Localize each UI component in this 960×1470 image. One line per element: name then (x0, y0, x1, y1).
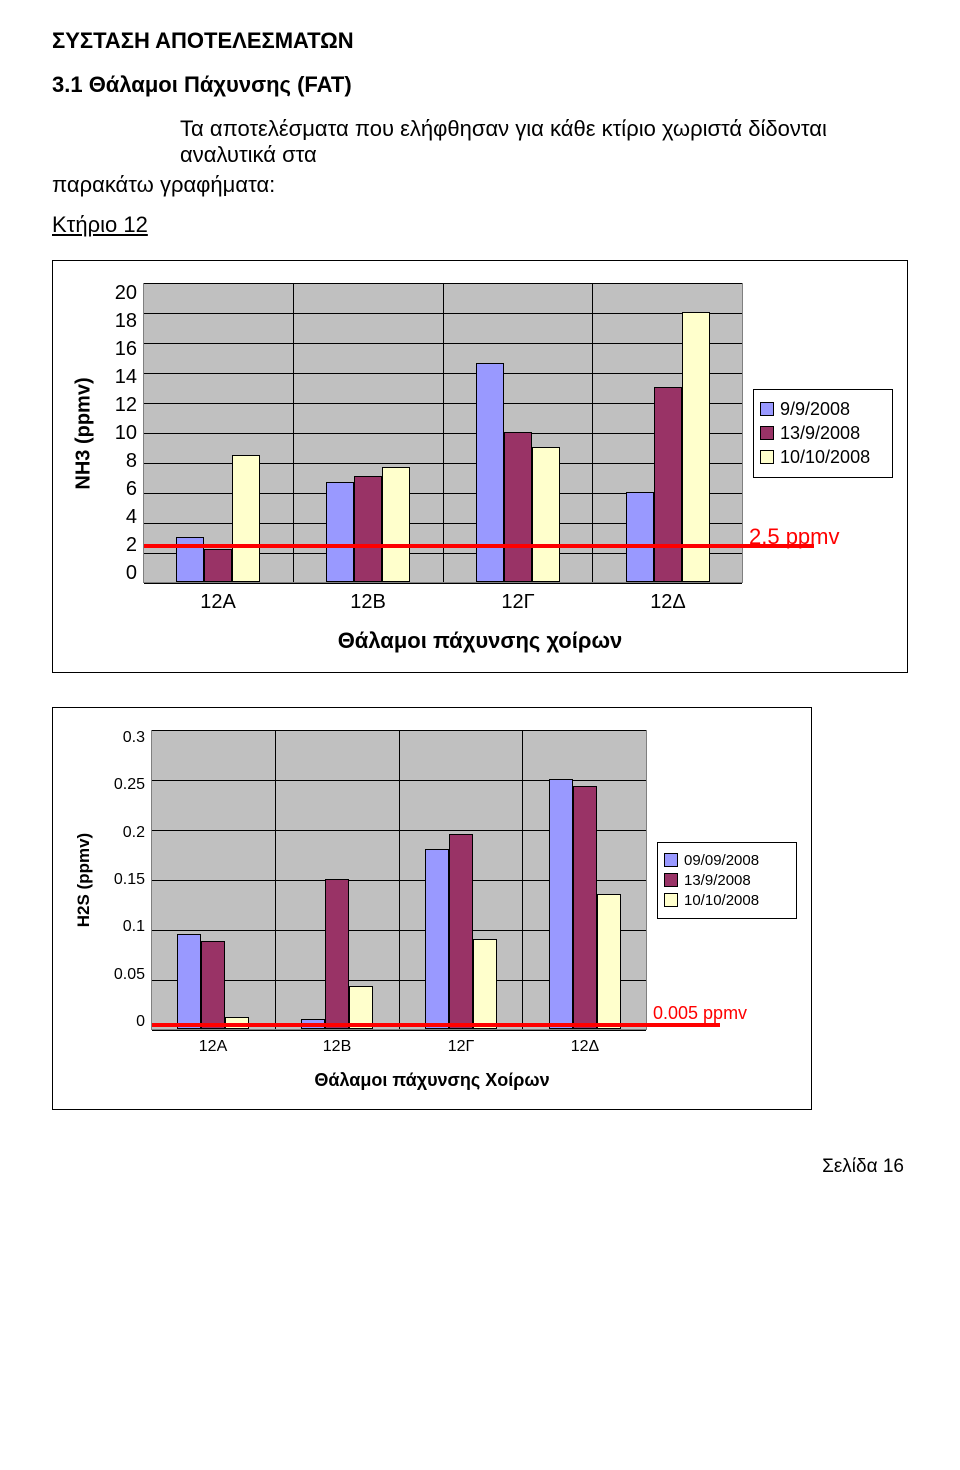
bar (573, 786, 597, 1029)
bar (204, 549, 232, 582)
legend-swatch (760, 426, 774, 440)
x-category: 12Α (151, 1038, 275, 1056)
y-tick: 2 (126, 535, 137, 555)
legend-swatch (760, 402, 774, 416)
y-tick: 4 (126, 507, 137, 527)
bar (473, 939, 497, 1029)
y-tick: 0 (136, 1014, 145, 1030)
page-footer: Σελίδα 16 (52, 1156, 908, 1178)
legend-item: 10/10/2008 (664, 892, 790, 909)
h2s-x-categories: 12Α12Β12Γ12Δ (151, 1038, 647, 1056)
x-category: 12Γ (399, 1038, 523, 1056)
y-tick: 0 (126, 563, 137, 583)
nh3-x-categories: 12Α12Β12Γ12Δ (143, 591, 743, 614)
bar (682, 312, 710, 582)
legend-item: 9/9/2008 (760, 399, 886, 420)
y-tick: 0.3 (123, 730, 145, 746)
bar (532, 447, 560, 582)
legend-swatch (664, 873, 678, 887)
y-tick: 20 (115, 283, 137, 303)
bar (504, 432, 532, 582)
legend-label: 09/09/2008 (684, 852, 759, 869)
legend-item: 09/09/2008 (664, 852, 790, 869)
bar (549, 779, 573, 1029)
building-heading: Κτήριο 12 (52, 212, 908, 238)
legend-label: 10/10/2008 (780, 447, 870, 468)
h2s-y-axis-label: H2S (ppmv) (74, 833, 94, 927)
y-tick: 16 (115, 339, 137, 359)
section-heading: 3.1 Θάλαμοι Πάχυνσης (FAT) (52, 72, 908, 98)
nh3-y-axis-label: NH3 (ppmv) (73, 377, 96, 489)
bar (354, 476, 382, 583)
y-tick: 6 (126, 479, 137, 499)
y-tick: 0.05 (114, 967, 145, 983)
gridline (144, 583, 742, 584)
y-tick: 0.1 (123, 919, 145, 935)
bar (232, 455, 260, 583)
bar (597, 894, 621, 1029)
x-category: 12Α (143, 591, 293, 614)
gridline (152, 1030, 646, 1031)
x-category: 12Β (293, 591, 443, 614)
y-tick: 10 (115, 423, 137, 443)
intro-line-2: παρακάτω γραφήματα: (52, 172, 908, 198)
legend-item: 13/9/2008 (664, 872, 790, 889)
y-tick: 0.25 (114, 777, 145, 793)
x-category: 12Δ (523, 1038, 647, 1056)
intro-line-1: Τα αποτελέσματα που ελήφθησαν για κάθε κ… (52, 116, 908, 168)
legend-item: 13/9/2008 (760, 423, 886, 444)
legend-swatch (760, 450, 774, 464)
x-category: 12Δ (593, 591, 743, 614)
legend-label: 13/9/2008 (780, 423, 860, 444)
threshold-line (152, 1023, 720, 1027)
nh3-legend: 9/9/2008 13/9/2008 10/10/2008 (753, 389, 893, 478)
bar (382, 467, 410, 583)
y-tick: 18 (115, 311, 137, 331)
bar (326, 482, 354, 583)
bar (201, 941, 225, 1029)
legend-item: 10/10/2008 (760, 447, 886, 468)
legend-swatch (664, 853, 678, 867)
bar (654, 387, 682, 582)
y-tick: 0.2 (123, 825, 145, 841)
threshold-line (144, 544, 814, 548)
y-tick: 12 (115, 395, 137, 415)
nh3-y-ticks: 20181614121086420 (101, 283, 143, 583)
y-tick: 14 (115, 367, 137, 387)
nh3-plot-area (143, 283, 743, 583)
bar (177, 934, 201, 1029)
bar (476, 363, 504, 582)
x-category: 12Γ (443, 591, 593, 614)
page-title: ΣΥΣΤΑΣΗ ΑΠΟΤΕΛΕΣΜΑΤΩΝ (52, 28, 908, 54)
h2s-legend: 09/09/2008 13/9/2008 10/10/2008 (657, 842, 797, 919)
h2s-y-ticks: 0.3 0.25 0.2 0.15 0.1 0.05 0 (101, 730, 151, 1030)
h2s-chart: H2S (ppmv) 0.3 0.25 0.2 0.15 0.1 0.05 0 09/09/… (52, 707, 812, 1110)
y-tick: 0.15 (114, 872, 145, 888)
legend-label: 10/10/2008 (684, 892, 759, 909)
h2s-x-axis-title: Θάλαμοι πάχυνσης Χοίρων (67, 1070, 797, 1091)
legend-label: 9/9/2008 (780, 399, 850, 420)
bar (325, 879, 349, 1029)
bar (626, 492, 654, 582)
nh3-chart: NH3 (ppmv) 20181614121086420 9/9/200813/… (52, 260, 908, 673)
y-tick: 8 (126, 451, 137, 471)
bar (449, 834, 473, 1029)
x-category: 12Β (275, 1038, 399, 1056)
legend-label: 13/9/2008 (684, 872, 751, 889)
bar (425, 849, 449, 1029)
intro-paragraph: Τα αποτελέσματα που ελήφθησαν για κάθε κ… (52, 116, 908, 198)
nh3-x-axis-title: Θάλαμοι πάχυνσης χοίρων (67, 628, 893, 654)
legend-swatch (664, 893, 678, 907)
h2s-threshold-label: 0.005 ppmv (653, 1003, 747, 1024)
h2s-plot-area (151, 730, 647, 1030)
